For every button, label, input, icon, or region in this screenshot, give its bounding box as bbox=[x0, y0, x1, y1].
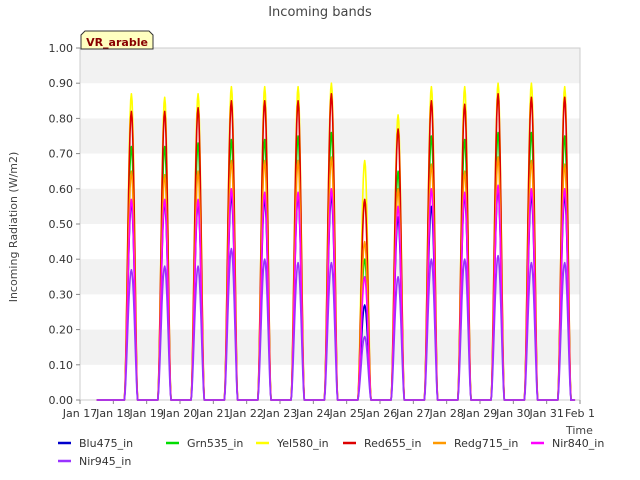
legend-item-nir945-in: Nir945_in bbox=[58, 455, 131, 468]
y-tick-label: 0.30 bbox=[49, 288, 74, 301]
x-tick-label: Jan 28 bbox=[428, 407, 463, 420]
legend-label: Red655_in bbox=[364, 437, 421, 450]
y-tick-label: 0.00 bbox=[49, 394, 74, 407]
legend: Blu475_in Grn535_in Yel580_in Red655_in Redg… bbox=[58, 437, 604, 468]
legend-item-red655-in: Red655_in bbox=[343, 437, 421, 450]
legend-label: Grn535_in bbox=[187, 437, 243, 450]
x-tick-label: Jan 18 bbox=[95, 407, 130, 420]
x-tick-label: Jan 31 bbox=[528, 407, 563, 420]
y-tick-label: 0.70 bbox=[49, 148, 74, 161]
x-tick-label: Jan 17 bbox=[62, 407, 97, 420]
y-axis: 0.00 0.10 0.20 0.30 0.40 0.50 0.60 0.70 0.80 0.90… bbox=[49, 42, 80, 407]
y-tick-label: 0.80 bbox=[49, 112, 74, 125]
x-tick-label: Jan 27 bbox=[395, 407, 430, 420]
legend-item-yel580-in: Yel580_in bbox=[256, 437, 329, 450]
x-tick-label: Jan 26 bbox=[362, 407, 397, 420]
grid-band bbox=[80, 48, 580, 84]
x-axis-label: Time bbox=[565, 424, 593, 437]
legend-label: Redg715_in bbox=[454, 437, 518, 450]
legend-item-grn535-in: Grn535_in bbox=[166, 437, 243, 450]
legend-label: Blu475_in bbox=[79, 437, 133, 450]
series-line-nir945-in bbox=[96, 247, 576, 401]
grid-band bbox=[80, 329, 580, 365]
legend-label: Nir840_in bbox=[552, 437, 604, 450]
y-tick-label: 0.90 bbox=[49, 77, 74, 90]
x-tick-label: Jan 22 bbox=[228, 407, 263, 420]
legend-label: Nir945_in bbox=[79, 455, 131, 468]
x-tick-label: Jan 23 bbox=[262, 407, 297, 420]
y-axis-label: Incoming Radiation (W/m2) bbox=[7, 152, 20, 303]
legend-item-redg715-in: Redg715_in bbox=[433, 437, 518, 450]
y-tick-label: 0.40 bbox=[49, 253, 74, 266]
y-tick-label: 0.50 bbox=[49, 218, 74, 231]
x-tick-label: Jan 24 bbox=[295, 407, 330, 420]
legend-label: Yel580_in bbox=[276, 437, 329, 450]
y-tick-label: 0.20 bbox=[49, 324, 74, 337]
x-tick-label: Jan 19 bbox=[128, 407, 163, 420]
chart-title: Incoming bands bbox=[268, 5, 372, 20]
x-tick-label: Jan 20 bbox=[162, 407, 197, 420]
x-tick-label: Jan 21 bbox=[195, 407, 230, 420]
x-tick-label: Jan 29 bbox=[462, 407, 497, 420]
legend-item-nir840-in: Nir840_in bbox=[531, 437, 604, 450]
y-tick-label: 0.10 bbox=[49, 359, 74, 372]
annotation-badge: VR_arable bbox=[80, 30, 154, 50]
x-tick-label: Feb 1 bbox=[565, 407, 595, 420]
series-lines bbox=[96, 82, 576, 401]
x-tick-label: Jan 30 bbox=[495, 407, 530, 420]
y-tick-label: 0.60 bbox=[49, 183, 74, 196]
y-tick-label: 1.00 bbox=[49, 42, 74, 55]
annotation-label: VR_arable bbox=[86, 36, 148, 49]
x-tick-label: Jan 25 bbox=[328, 407, 363, 420]
legend-item-blu475-in: Blu475_in bbox=[58, 437, 133, 450]
